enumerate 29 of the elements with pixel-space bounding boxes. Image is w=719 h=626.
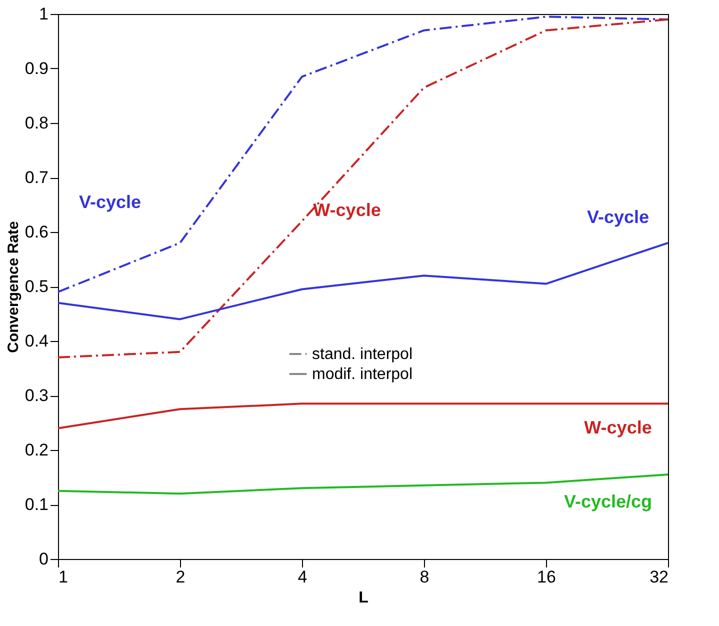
x-tick-label: 16 [537,568,556,586]
x-axis-title: L [358,590,369,606]
y-tick-label: 0 [39,550,48,568]
x-tick-label: 8 [420,568,430,586]
y-tick-label: 0.1 [24,495,48,514]
annotation: modif. interpol [312,366,412,383]
series-label: V-cycle/cg [564,492,652,512]
y-tick-label: 0.2 [24,440,48,460]
y-tick-label: 0.8 [24,114,48,132]
y-axis-title: Convergence Rate [4,221,22,353]
annotation: stand. interpol [312,346,413,363]
y-tick-label: 0.6 [24,222,48,242]
y-tick-label: 0.4 [24,332,48,350]
x-tick-label: 32 [650,568,668,586]
x-tick-label: 2 [176,568,186,586]
line-series [57,474,669,495]
series-label: V-cycle [586,206,650,227]
y-tick-label: 0.3 [24,386,48,405]
series-label: W-cycle [313,200,381,220]
series-label: W-cycle [584,418,652,438]
x-tick-label: 1 [58,568,68,586]
line-series [57,16,669,293]
y-tick-label: 1 [39,4,48,24]
x-tick-label: 4 [298,568,308,586]
line-series [57,242,669,320]
y-tick-label: 0.9 [24,59,48,78]
y-tick-label: 0.7 [24,168,48,187]
y-tick-label: 0.5 [24,277,48,296]
text: V-cycle [78,192,142,212]
